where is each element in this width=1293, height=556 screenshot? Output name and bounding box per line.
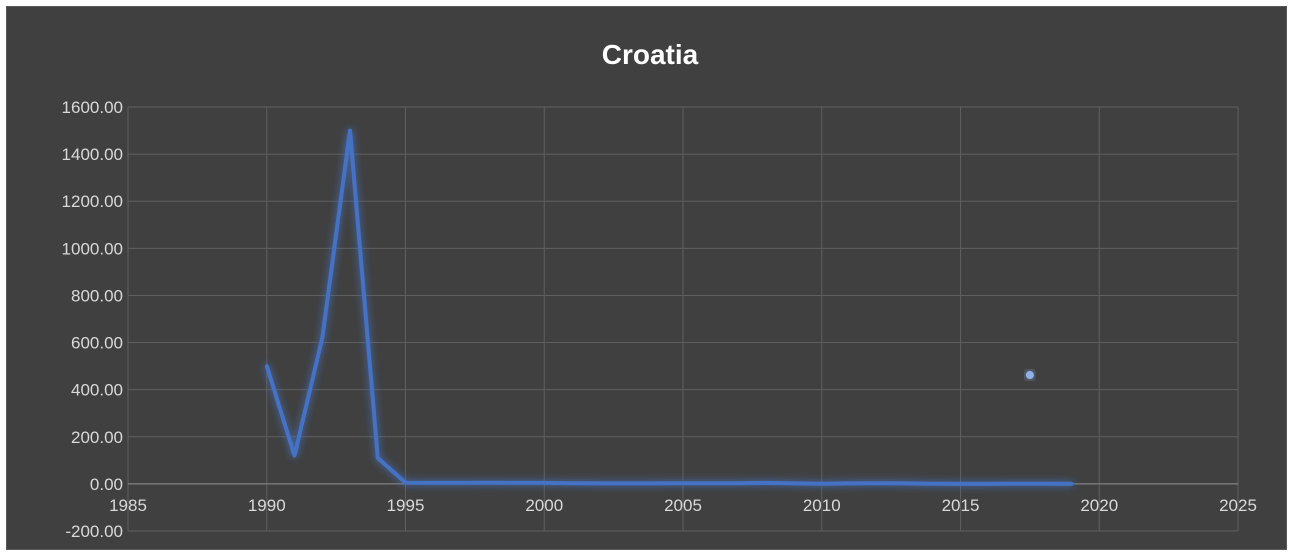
x-tick-label: 2025 xyxy=(1219,496,1257,515)
y-tick-label: 0.00 xyxy=(90,475,123,494)
y-tick-label: 800.00 xyxy=(71,286,123,305)
x-tick-label: 2020 xyxy=(1080,496,1118,515)
gridlines xyxy=(127,106,1239,532)
y-tick-label: 400.00 xyxy=(71,381,123,400)
chart-area: Croatia -200.00 0.00 200.00 400.00 600.00 800… xyxy=(6,6,1287,550)
y-tick-label: 600.00 xyxy=(71,334,123,353)
data-marker xyxy=(1025,371,1034,380)
y-tick-label: 200.00 xyxy=(71,428,123,447)
y-tick-label: 1200.00 xyxy=(62,192,123,211)
x-tick-label: 2005 xyxy=(664,496,702,515)
x-tick-label: 1985 xyxy=(109,496,147,515)
data-series xyxy=(264,128,1074,486)
y-tick-label: 1600.00 xyxy=(62,98,123,117)
x-tick-label: 2010 xyxy=(803,496,841,515)
x-tick-label: 2015 xyxy=(942,496,980,515)
series-line xyxy=(264,128,1074,486)
y-tick-label: 1400.00 xyxy=(62,145,123,164)
y-tick-label: 1000.00 xyxy=(62,239,123,258)
x-tick-label: 2000 xyxy=(525,496,563,515)
axis-tick-labels: -200.00 0.00 200.00 400.00 600.00 800.00 1000.… xyxy=(62,98,1257,541)
chart-title: Croatia xyxy=(602,39,699,70)
line-chart: Croatia -200.00 0.00 200.00 400.00 600.00 800… xyxy=(62,39,1257,541)
y-tick-label: -200.00 xyxy=(65,522,123,541)
x-tick-label: 1995 xyxy=(387,496,425,515)
x-tick-label: 1990 xyxy=(248,496,286,515)
